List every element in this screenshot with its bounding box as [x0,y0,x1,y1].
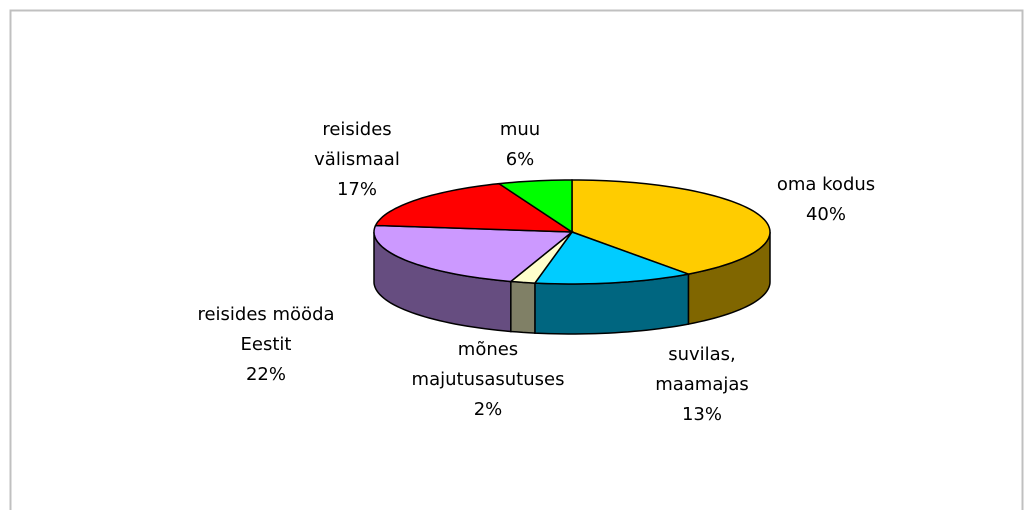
data-label: reisides mööda Eestit 22% [176,300,356,390]
data-label: oma kodus 40% [761,170,891,230]
category-label: reisides välismaal [314,119,400,170]
value-label: 22% [245,364,286,385]
category-label: muu [499,119,541,140]
category-label: mõnes majutusasutuses [411,339,565,390]
data-label: muu 6% [480,115,560,175]
pie-slice [373,224,575,283]
pie-slice-side [510,280,536,334]
data-label: mõnes majutusasutuses 2% [388,335,588,425]
category-label: suvilas, maamajas [655,344,749,395]
value-label: 17% [336,179,377,200]
chart-border [9,9,1024,510]
pie-slice [374,182,575,233]
value-label: 13% [681,404,722,425]
category-label: oma kodus [776,174,876,195]
pie-slice [571,179,771,275]
data-label: suvilas, maamajas 13% [647,340,757,430]
value-label: 2% [473,399,503,420]
value-label: 40% [805,204,846,225]
category-label: reisides mööda Eestit [197,304,335,355]
pie-slice [496,179,573,234]
value-label: 6% [505,149,535,170]
pie-slice [533,231,692,285]
data-label: reisides välismaal 17% [292,115,422,205]
